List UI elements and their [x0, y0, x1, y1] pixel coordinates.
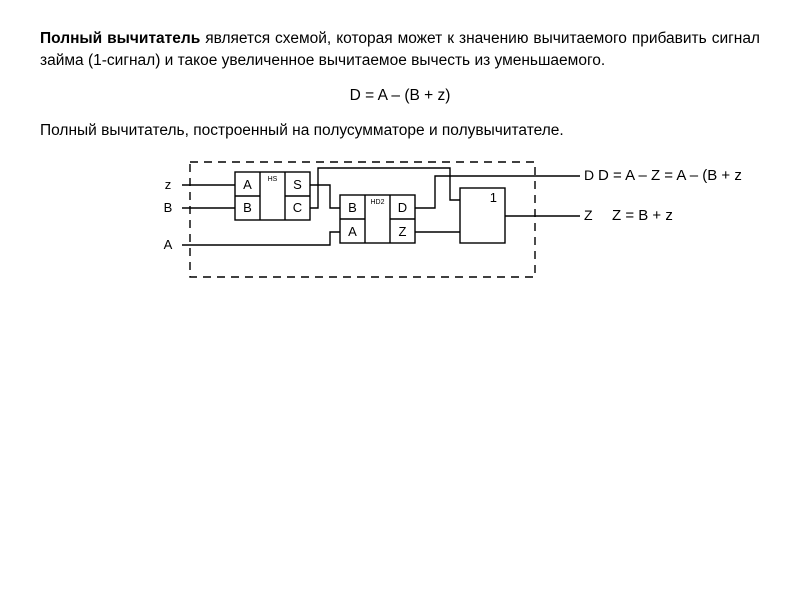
svg-text:HD2: HD2 — [370, 199, 384, 206]
svg-text:B: B — [348, 200, 357, 215]
output-Z-formula: Z = B + z — [612, 207, 673, 224]
svg-text:C: C — [293, 200, 302, 215]
output-D-formula: D = A – Z = A – (B + z — [598, 167, 742, 184]
svg-text:1: 1 — [490, 190, 497, 205]
second-paragraph: Полный вычитатель, построенный на полусу… — [40, 121, 760, 142]
intro-paragraph: Полный вычитатель является схемой, котор… — [40, 28, 760, 73]
svg-text:B: B — [164, 200, 173, 215]
svg-text:A: A — [348, 224, 357, 239]
svg-text:Z: Z — [399, 224, 407, 239]
svg-text:B: B — [243, 200, 252, 215]
output-D-pre: D — [584, 167, 594, 183]
svg-text:A: A — [243, 177, 252, 192]
output-Z-pre: Z — [584, 207, 593, 223]
svg-text:D: D — [398, 200, 407, 215]
svg-text:S: S — [293, 177, 302, 192]
svg-text:A: A — [164, 237, 173, 252]
title-bold: Полный вычитатель — [40, 30, 200, 47]
svg-text:z: z — [165, 177, 172, 192]
full-subtractor-diagram: ABSCHSBADZHD21zBA D D = A – Z = A – (B +… — [40, 150, 760, 320]
main-formula: D = A – (B + z) — [40, 87, 760, 105]
svg-text:HS: HS — [268, 176, 278, 183]
